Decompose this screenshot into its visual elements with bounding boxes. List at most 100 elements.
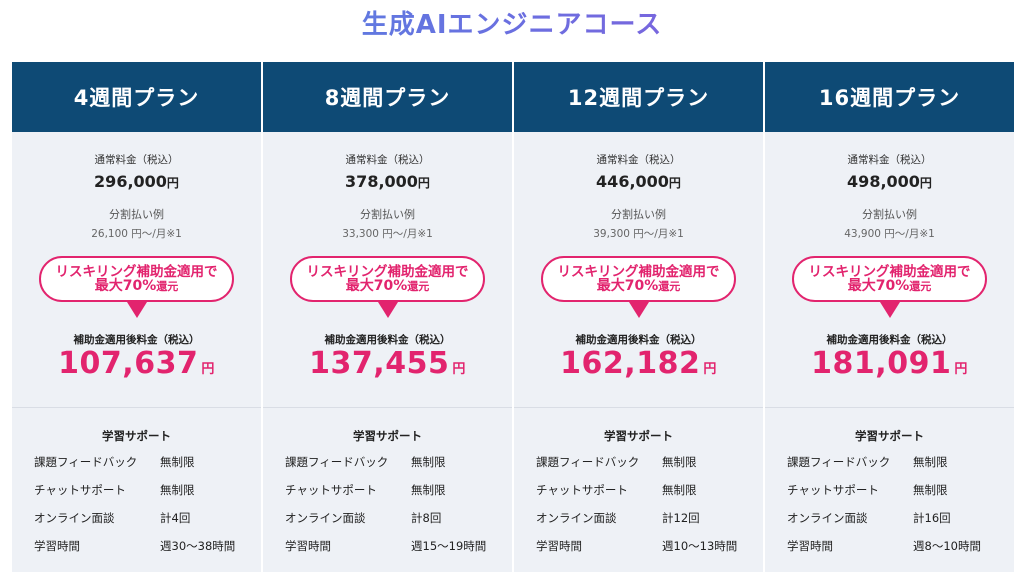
support-key: オンライン面談: [536, 511, 617, 525]
plan-card: 12週間プラン 通常料金（税込） 446,000円 分割払い例 39,300 円…: [514, 62, 763, 572]
subsidized-price: 181,091 円: [765, 346, 1014, 381]
regular-price-label: 通常料金（税込）: [596, 154, 681, 166]
yen-unit: 円: [166, 176, 179, 190]
plan-card: 16週間プラン 通常料金（税込） 498,000円 分割払い例 43,900 円…: [765, 62, 1014, 572]
plan-name: 8週間プラン: [263, 62, 512, 132]
support-key: 課題フィードバック: [536, 455, 640, 469]
support-section: 学習サポート 課題フィードバック 無制限 チャットサポート 無制限 オンライン面談計…: [12, 408, 261, 560]
regular-price-label: 通常料金（税込）: [94, 154, 179, 166]
support-key: 学習時間: [536, 539, 582, 553]
subsidized-price-label: 補助金適用後料金（税込）: [826, 334, 953, 346]
support-value: 無制限: [662, 483, 697, 497]
regular-price-value: 446,000: [596, 172, 669, 191]
subsidy-badge-rate: 最大70%: [345, 277, 408, 294]
support-title: 学習サポート: [855, 429, 924, 443]
yen-unit: 円: [919, 176, 932, 190]
subsidy-badge-line1: リスキリング補助金適用で: [55, 263, 218, 280]
subsidy-badge-rate: 最大70%: [596, 277, 659, 294]
regular-price-value: 498,000: [847, 172, 920, 191]
split-payment-price: 43,900 円〜/月※1: [844, 228, 935, 240]
subsidized-price-value: 137,455: [309, 346, 450, 381]
support-value: 無制限: [160, 483, 195, 497]
support-title: 学習サポート: [604, 429, 673, 443]
split-payment-label: 分割払い例: [862, 208, 917, 221]
subsidized-price-value: 107,637: [58, 346, 199, 381]
support-value: 無制限: [160, 455, 195, 469]
support-value: 無制限: [411, 483, 446, 497]
regular-price-label: 通常料金（税込）: [345, 154, 430, 166]
support-row: 課題フィードバック 無制限: [263, 448, 512, 476]
subsidy-badge-suffix: 還元: [156, 279, 179, 293]
support-title: 学習サポート: [353, 429, 422, 443]
subsidy-badge-line1: リスキリング補助金適用で: [306, 263, 469, 280]
subsidy-badge-suffix: 還元: [909, 279, 932, 293]
support-row: オンライン面談 計4回: [12, 504, 261, 532]
support-value: 計4回: [160, 511, 191, 525]
yen-unit: 円: [201, 362, 215, 377]
subsidized-price-value: 162,182: [560, 346, 701, 381]
down-arrow-icon: [127, 302, 147, 318]
yen-unit: 円: [954, 362, 968, 377]
subsidized-price-value: 181,091: [811, 346, 952, 381]
support-row: オンライン面談 計12回: [514, 504, 763, 532]
support-key: オンライン面談: [285, 511, 366, 525]
plan-name: 4週間プラン: [12, 62, 261, 132]
support-key: チャットサポート: [787, 483, 879, 497]
subsidy-badge-line2: 最大70%還元: [794, 277, 985, 294]
support-section: 学習サポート 課題フィードバック 無制限 チャットサポート 無制限 オンライン面談計…: [765, 408, 1014, 560]
subsidy-badge: リスキリング補助金適用で 最大70%還元: [541, 256, 736, 302]
regular-price-label: 通常料金（税込）: [847, 154, 932, 166]
price-block: 通常料金（税込） 378,000円 分割払い例 33,300 円〜/月※1 リス…: [263, 132, 512, 408]
support-value: 週10〜13時間: [662, 539, 738, 553]
support-value: 週8〜10時間: [913, 539, 981, 553]
subsidy-badge-line2: 最大70%還元: [292, 277, 483, 294]
support-row: チャットサポート 無制限: [12, 476, 261, 504]
down-arrow-icon: [378, 302, 398, 318]
support-key: 課題フィードバック: [285, 455, 389, 469]
plan-card: 4週間プラン 通常料金（税込） 296,000円 分割払い例 26,100 円〜…: [12, 62, 261, 572]
support-key: オンライン面談: [787, 511, 868, 525]
support-row: オンライン面談 計16回: [765, 504, 1014, 532]
split-payment-price: 39,300 円〜/月※1: [593, 228, 684, 240]
support-row: 学習時間 週10〜13時間: [514, 532, 763, 560]
support-key: チャットサポート: [536, 483, 628, 497]
subsidy-badge: リスキリング補助金適用で 最大70%還元: [290, 256, 485, 302]
support-row: チャットサポート 無制限: [514, 476, 763, 504]
support-section: 学習サポート 課題フィードバック 無制限 チャットサポート 無制限 オンライン面談計…: [263, 408, 512, 560]
support-key: チャットサポート: [285, 483, 377, 497]
support-row: 学習時間 週15〜19時間: [263, 532, 512, 560]
subsidy-badge-line1: リスキリング補助金適用で: [557, 263, 720, 280]
support-value: 計16回: [913, 511, 951, 525]
regular-price: 378,000円: [263, 172, 512, 191]
split-payment-price: 33,300 円〜/月※1: [342, 228, 433, 240]
subsidized-price: 162,182 円: [514, 346, 763, 381]
subsidized-price: 107,637 円: [12, 346, 261, 381]
regular-price: 446,000円: [514, 172, 763, 191]
support-key: チャットサポート: [34, 483, 126, 497]
subsidy-badge-suffix: 還元: [407, 279, 430, 293]
price-block: 通常料金（税込） 296,000円 分割払い例 26,100 円〜/月※1 リス…: [12, 132, 261, 408]
support-row: チャットサポート 無制限: [263, 476, 512, 504]
support-row: 学習時間 週30〜38時間: [12, 532, 261, 560]
regular-price: 296,000円: [12, 172, 261, 191]
split-payment-label: 分割払い例: [360, 208, 415, 221]
regular-price: 498,000円: [765, 172, 1014, 191]
subsidy-badge-rate: 最大70%: [847, 277, 910, 294]
yen-unit: 円: [668, 176, 681, 190]
support-key: オンライン面談: [34, 511, 115, 525]
subsidy-badge-line2: 最大70%還元: [41, 278, 232, 294]
support-row: 課題フィードバック 無制限: [514, 448, 763, 476]
support-row: 学習時間 週8〜10時間: [765, 532, 1014, 560]
support-value: 計12回: [662, 511, 700, 525]
support-value: 無制限: [411, 455, 446, 469]
subsidized-price: 137,455 円: [263, 346, 512, 381]
support-row: オンライン面談 計8回: [263, 504, 512, 532]
subsidy-badge-line1: リスキリング補助金適用で: [808, 263, 971, 280]
regular-price-value: 378,000: [345, 172, 418, 191]
plan-card: 8週間プラン 通常料金（税込） 378,000円 分割払い例 33,300 円〜…: [263, 62, 512, 572]
regular-price-value: 296,000: [94, 172, 167, 191]
down-arrow-icon: [629, 302, 649, 318]
subsidized-price-label: 補助金適用後料金（税込）: [324, 334, 451, 346]
support-key: 課題フィードバック: [787, 455, 891, 469]
plan-name: 16週間プラン: [765, 62, 1014, 132]
